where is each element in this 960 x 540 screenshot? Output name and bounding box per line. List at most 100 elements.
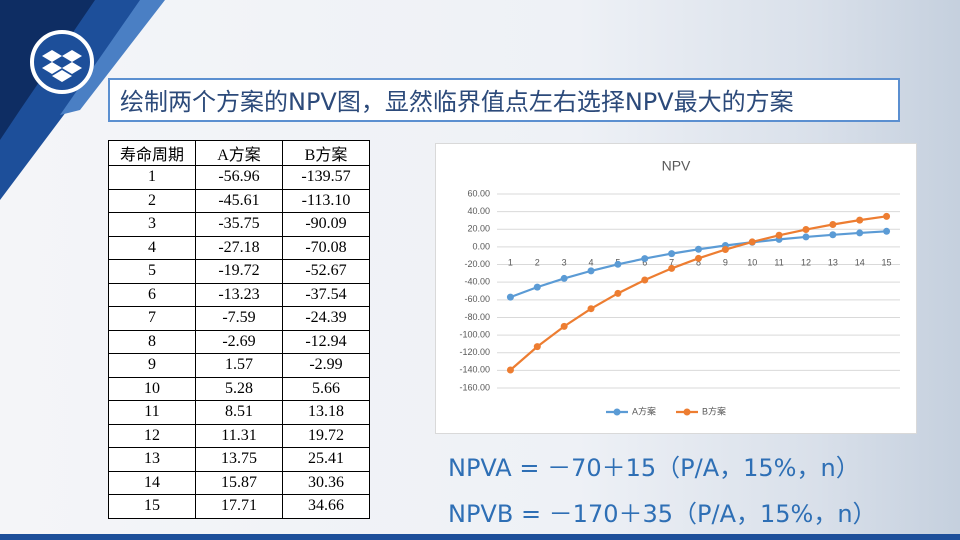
x-tick-label: 8 — [696, 257, 701, 267]
table-cell: -37.54 — [282, 282, 370, 307]
point — [829, 221, 837, 229]
slide-title: 绘制两个方案的NPV图，显然临界值点左右选择NPV最大的方案 — [108, 78, 900, 122]
chart-title: NPV — [662, 158, 691, 174]
point — [614, 260, 622, 268]
table-cell: 30.36 — [282, 470, 370, 495]
legend-marker — [613, 408, 621, 416]
y-tick-label: -120.00 — [459, 347, 490, 357]
legend-label: B方案 — [702, 405, 726, 416]
point — [533, 283, 541, 291]
y-tick-label: -100.00 — [459, 329, 490, 339]
table-cell: 5 — [108, 259, 196, 284]
header-cell: 寿命周期 — [108, 140, 196, 166]
header-cell: A方案 — [195, 140, 283, 166]
table-cell: 4 — [108, 235, 196, 260]
y-tick-label: -140.00 — [459, 365, 490, 375]
table-cell: 10 — [108, 376, 196, 401]
table-cell: 19.72 — [282, 423, 370, 448]
point — [506, 293, 514, 301]
table-cell: -7.59 — [195, 306, 283, 331]
x-tick-label: 12 — [801, 257, 811, 267]
corner-shape — [0, 0, 95, 140]
x-tick-label: 2 — [535, 257, 540, 267]
table-cell: 25.41 — [282, 447, 370, 472]
table-cell: -27.18 — [195, 235, 283, 260]
table-cell: -52.67 — [282, 259, 370, 284]
table-cell: -90.09 — [282, 212, 370, 237]
table-cell: -113.10 — [282, 188, 370, 213]
table-cell: 14 — [108, 470, 196, 495]
table-row: 11 8.51 13.18 — [108, 400, 370, 425]
table-cell: -12.94 — [282, 329, 370, 354]
legend-label: A方案 — [632, 405, 656, 416]
point — [560, 274, 568, 282]
table-cell: -19.72 — [195, 259, 283, 284]
legend-marker — [683, 408, 691, 416]
x-tick-label: 1 — [508, 257, 513, 267]
table-cell: 3 — [108, 212, 196, 237]
chart-frame — [435, 143, 917, 434]
table-row: 8 -2.69 -12.94 — [108, 329, 370, 354]
table-cell: -35.75 — [195, 212, 283, 237]
point — [587, 267, 595, 275]
table-cell: -70.08 — [282, 235, 370, 260]
table-row: 4 -27.18 -70.08 — [108, 235, 370, 260]
chart: NPV 60.00 40.00 20.00 0.00 -20.00 -40.00 -60.0… — [435, 143, 917, 434]
table-row: 9 1.57 -2.99 — [108, 353, 370, 378]
table-cell: -56.96 — [195, 165, 283, 190]
table-cell: 8.51 — [195, 400, 283, 425]
table-cell: 13.18 — [282, 400, 370, 425]
table-cell: 1 — [108, 165, 196, 190]
table-row: 12 11.31 19.72 — [108, 423, 370, 448]
x-tick-label: 11 — [774, 257, 783, 267]
table-cell: 13.75 — [195, 447, 283, 472]
table-cell: -13.23 — [195, 282, 283, 307]
point — [856, 229, 864, 237]
point — [533, 343, 541, 351]
table-row: 10 5.28 5.66 — [108, 376, 370, 401]
table-row: 5 -19.72 -52.67 — [108, 259, 370, 284]
table-cell: 5.66 — [282, 376, 370, 401]
corner-stripe — [60, 0, 165, 115]
point — [721, 246, 729, 254]
y-tick-label: 40.00 — [467, 206, 490, 216]
point — [614, 289, 622, 297]
table-cell: 11 — [108, 400, 196, 425]
formula: NPVB = －170＋35（P/A，15%，n） — [448, 500, 877, 528]
x-tick-label: 15 — [882, 257, 892, 267]
x-tick-label: 3 — [562, 257, 567, 267]
header-cell: B方案 — [282, 140, 370, 166]
y-tick-label: 20.00 — [467, 224, 490, 234]
point — [829, 231, 837, 239]
formula: NPVA = －70＋15（P/A，15%，n） — [448, 454, 860, 482]
point — [587, 305, 595, 313]
table-cell: 1.57 — [195, 353, 283, 378]
point — [883, 212, 891, 220]
y-tick-label: -40.00 — [464, 277, 490, 287]
table-cell: -2.69 — [195, 329, 283, 354]
table-cell: 34.66 — [282, 494, 370, 519]
point — [695, 245, 702, 253]
table-row: 6 -13.23 -37.54 — [108, 282, 370, 307]
point — [506, 366, 514, 374]
icon-circle — [30, 30, 94, 94]
table-row: 13 13.75 25.41 — [108, 447, 370, 472]
point — [641, 255, 649, 263]
point — [641, 276, 649, 284]
table-cell: 9 — [108, 353, 196, 378]
table-cell: -139.57 — [282, 165, 370, 190]
x-tick-label: 10 — [747, 257, 757, 267]
table-cell: 17.71 — [195, 494, 283, 519]
x-tick-label: 9 — [723, 257, 728, 267]
point — [748, 238, 756, 246]
table-cell: -45.61 — [195, 188, 283, 213]
point — [856, 216, 864, 224]
table-cell: 6 — [108, 282, 196, 307]
point — [668, 264, 676, 272]
table-cell: 8 — [108, 329, 196, 354]
point — [560, 322, 568, 330]
y-tick-label: -80.00 — [464, 312, 490, 322]
y-tick-label: 0.00 — [472, 241, 490, 251]
icon — [42, 50, 82, 82]
